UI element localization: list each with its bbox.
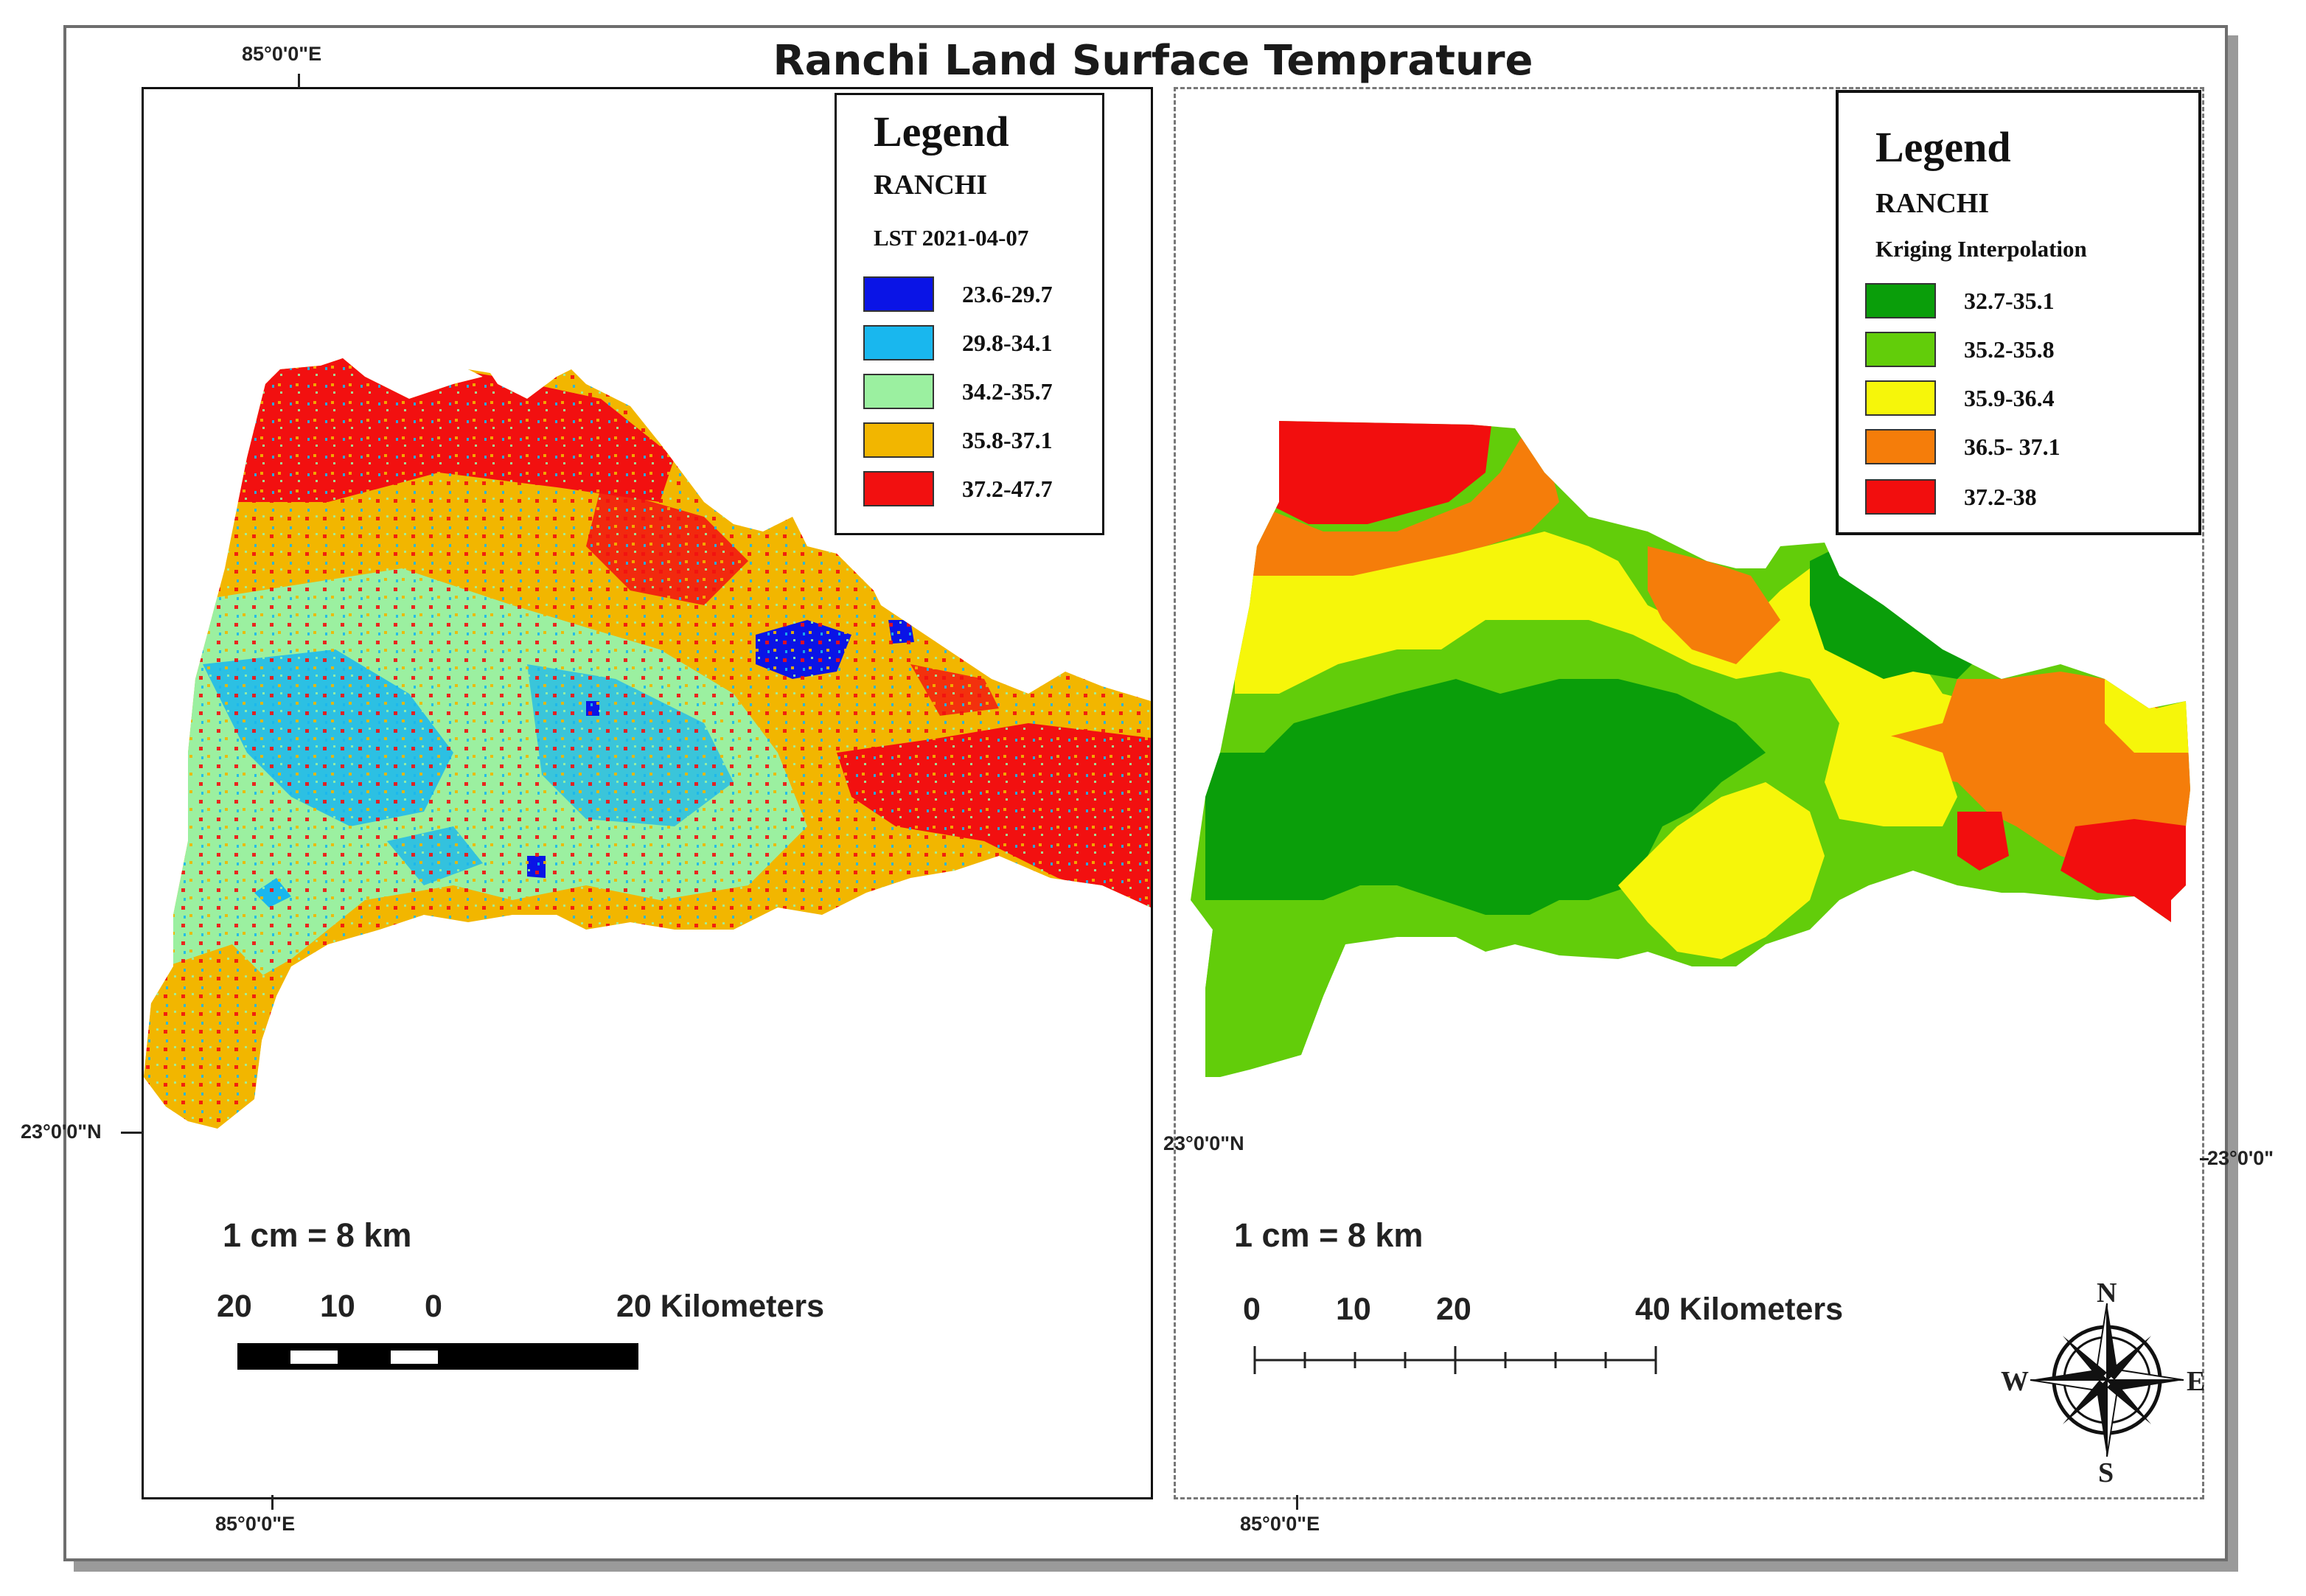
lst-legend: Legend RANCHI LST 2021-04-07 23.6-29.7 2… (835, 93, 1104, 535)
legend-item-label: 34.2-35.7 (962, 378, 1053, 405)
legend-item-label: 37.2-47.7 (962, 475, 1053, 502)
right-scale-label-km: 40 Kilometers (1635, 1292, 1844, 1327)
compass-west-label: W (2001, 1366, 2029, 1397)
left-scale-ratio: 1 cm = 8 km (223, 1216, 412, 1254)
legend-swatch (1865, 380, 1936, 416)
legend-subtitle: RANCHI (874, 170, 988, 201)
compass-south-label: S (2098, 1457, 2114, 1488)
left-scale-label-20: 20 (217, 1289, 252, 1324)
legend-item-label: 35.8-37.1 (962, 427, 1053, 453)
left-coord-bottom: 85°0'0"E (215, 1513, 296, 1535)
right-scale-label-20: 20 (1436, 1292, 1471, 1327)
kriging-map-svg (1191, 421, 2190, 1077)
legend-item-label: 23.6-29.7 (962, 281, 1053, 307)
left-scale-label-0: 0 (425, 1289, 442, 1324)
left-coord-bottom-tick (271, 1495, 274, 1510)
compass-east-label: E (2187, 1366, 2206, 1397)
legend-swatch (863, 471, 934, 506)
lst-district-raster (144, 358, 1151, 1129)
legend-item-label: 36.5- 37.1 (1964, 433, 2061, 460)
legend-item-label: 32.7-35.1 (1964, 288, 2055, 314)
legend-swatch (1865, 479, 1936, 515)
right-scale-label-10: 10 (1336, 1292, 1371, 1327)
kriging-legend: Legend RANCHI Kriging Interpolation 32.7… (1836, 90, 2201, 535)
legend-layer-name: LST 2021-04-07 (874, 225, 1029, 251)
legend-title: Legend (874, 108, 1009, 156)
legend-item-label: 35.9-36.4 (1964, 385, 2055, 411)
legend-subtitle: RANCHI (1875, 188, 1990, 219)
left-coord-lat: 23°0'0"N (21, 1121, 102, 1143)
right-coord-lat-edge-tick (2200, 1158, 2209, 1160)
legend-item-label: 29.8-34.1 (962, 330, 1053, 356)
right-coord-bottom-tick (1296, 1495, 1298, 1510)
legend-swatch (863, 374, 934, 409)
compass-north-label: N (2097, 1278, 2117, 1308)
left-scale-label-10: 10 (320, 1289, 355, 1324)
lst-map-svg (144, 358, 1151, 1129)
legend-item-label: 35.2-35.8 (1964, 336, 2055, 363)
right-scale-ratio: 1 cm = 8 km (1234, 1216, 1424, 1254)
right-coord-lat: 23°0'0"N (1163, 1132, 1244, 1154)
legend-title: Legend (1875, 123, 2011, 171)
lst-map-panel (142, 87, 1153, 1499)
legend-swatch (863, 325, 934, 360)
legend-swatch (863, 422, 934, 458)
legend-swatch (1865, 332, 1936, 367)
legend-swatch (863, 276, 934, 312)
legend-swatch (1865, 283, 1936, 318)
legend-layer-name: Kriging Interpolation (1875, 236, 2087, 262)
map-title: Ranchi Land Surface Temprature (773, 37, 1533, 85)
legend-item-label: 37.2-38 (1964, 484, 2037, 510)
right-coord-lat-edge: 23°0'0" (2207, 1147, 2274, 1169)
right-scale-label-0: 0 (1243, 1292, 1261, 1327)
left-scale-label-km: 20 Kilometers (616, 1289, 825, 1324)
left-coord-top: 85°0'0"E (242, 43, 322, 65)
right-coord-bottom: 85°0'0"E (1240, 1513, 1320, 1535)
legend-swatch (1865, 429, 1936, 464)
left-coord-lat-tick (121, 1132, 143, 1134)
left-coord-top-tick (298, 74, 300, 88)
